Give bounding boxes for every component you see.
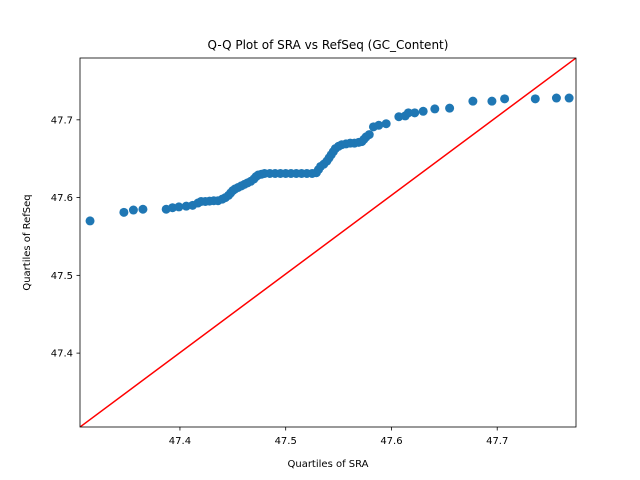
plot-frame	[79, 57, 577, 428]
data-point	[174, 202, 184, 212]
data-point	[138, 204, 148, 214]
x-tick-label: 47.4	[169, 436, 191, 447]
data-point	[487, 96, 497, 106]
data-point	[85, 216, 95, 226]
y-axis-ticks: 47.4 47.5 47.6 47.7	[51, 115, 80, 360]
x-tick-label: 47.6	[380, 436, 402, 447]
data-point	[430, 104, 440, 114]
data-point	[364, 130, 374, 140]
y-tick-label: 47.4	[51, 349, 73, 360]
y-tick-label: 47.7	[51, 115, 73, 126]
data-point	[403, 108, 413, 118]
y-tick-label: 47.6	[51, 193, 73, 204]
x-tick-label: 47.7	[486, 436, 508, 447]
data-point	[468, 96, 478, 106]
reference-line	[80, 58, 576, 427]
x-axis-ticks: 47.4 47.5 47.6 47.7	[169, 427, 508, 447]
y-tick-label: 47.5	[51, 271, 73, 282]
chart-title: Q-Q Plot of SRA vs RefSeq (GC_Content)	[208, 38, 449, 52]
data-points	[85, 93, 574, 226]
x-axis-title: Quartiles of SRA	[287, 459, 368, 470]
x-tick-label: 47.5	[275, 436, 297, 447]
data-point	[128, 205, 138, 215]
data-point	[445, 103, 455, 113]
data-point	[564, 93, 574, 103]
data-point	[374, 120, 384, 130]
data-point	[410, 108, 420, 118]
data-point	[500, 94, 510, 104]
y-axis-title: Quartiles of RefSeq	[22, 194, 33, 290]
data-point	[530, 94, 540, 104]
data-point	[551, 93, 561, 103]
data-point	[381, 119, 391, 129]
data-point	[418, 106, 428, 116]
data-point	[119, 207, 129, 217]
